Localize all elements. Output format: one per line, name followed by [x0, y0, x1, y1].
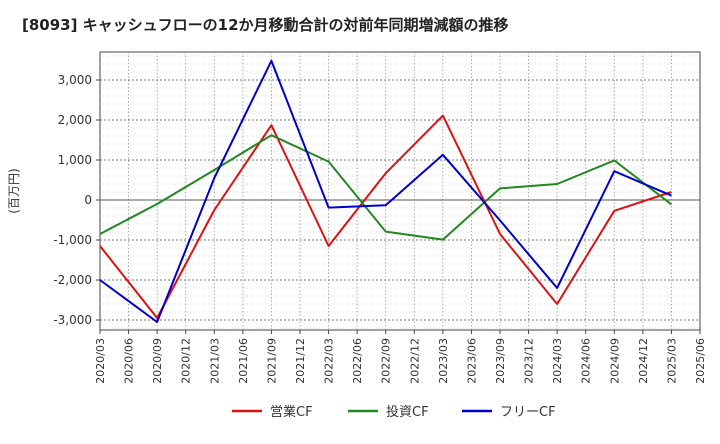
legend-label-3: フリーCF [500, 405, 556, 420]
y-tick-label: 3,000 [58, 73, 92, 87]
series-layer [99, 59, 673, 323]
x-tick-label: 2023/12 [523, 338, 536, 384]
axis-layer: 3,0002,0001,0000-1,000-2,000-3,0002020/0… [7, 73, 707, 384]
y-tick-label: -2,000 [53, 273, 92, 287]
x-tick-label: 2022/06 [351, 338, 364, 384]
plot-frame [99, 51, 701, 331]
legend-label-2: 投資CF [386, 404, 429, 420]
y-tick-label: -1,000 [53, 233, 92, 247]
y-tick-label: 1,000 [58, 153, 92, 167]
series-line-1 [99, 114, 672, 319]
x-tick-label: 2021/09 [265, 338, 278, 384]
x-tick-label: 2025/03 [665, 338, 678, 384]
x-tick-label: 2021/12 [294, 338, 307, 384]
x-tick-label: 2023/06 [465, 338, 478, 384]
legend-label-1: 営業CF [270, 404, 313, 420]
chart-title: [8093] キャッシュフローの12か月移動合計の対前年同期増減額の推移 [22, 16, 509, 34]
x-tick-label: 2024/09 [608, 338, 621, 384]
x-tick-label: 2021/06 [237, 338, 250, 384]
x-tick-label: 2025/06 [694, 338, 707, 384]
y-tick-label: 0 [84, 193, 92, 207]
series-line-3 [99, 59, 672, 323]
x-tick-label: 2020/09 [151, 338, 164, 384]
y-tick-label: 2,000 [58, 113, 92, 127]
y-axis-label: (百万円) [7, 168, 21, 213]
x-tick-label: 2024/12 [637, 338, 650, 384]
x-tick-label: 2023/09 [494, 338, 507, 384]
x-tick-label: 2022/09 [380, 338, 393, 384]
x-tick-label: 2020/12 [180, 338, 193, 384]
x-tick-label: 2024/03 [551, 338, 564, 384]
x-tick-label: 2022/03 [323, 338, 336, 384]
x-tick-label: 2020/03 [94, 338, 107, 384]
series-line-2 [99, 134, 673, 241]
x-tick-label: 2021/03 [208, 338, 221, 384]
legend: 営業CF 投資CF フリーCF [232, 404, 556, 420]
x-tick-label: 2022/12 [408, 338, 421, 384]
x-tick-label: 2023/03 [437, 338, 450, 384]
x-tick-label: 2020/06 [123, 338, 136, 384]
grid-layer [99, 51, 701, 331]
y-tick-label: -3,000 [53, 313, 92, 327]
x-tick-label: 2024/06 [580, 338, 593, 384]
